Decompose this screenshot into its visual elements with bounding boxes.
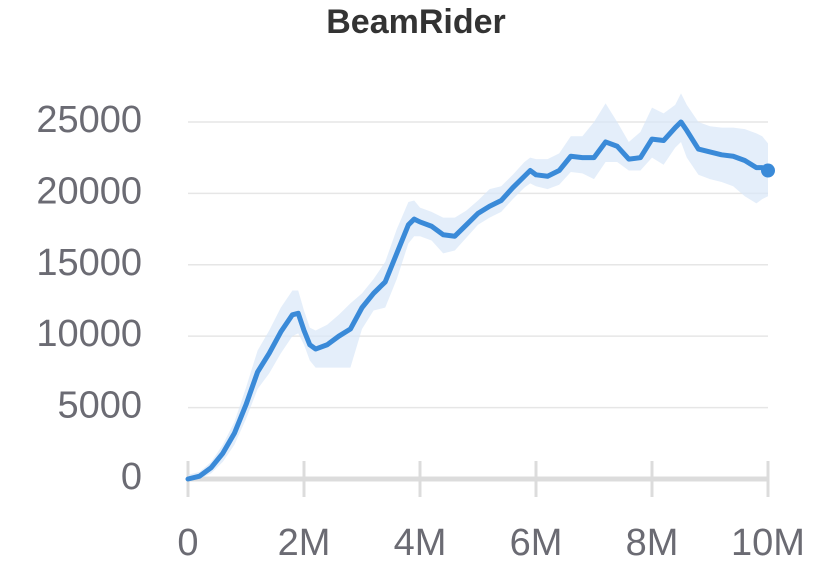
x-tick-label: 2M [278,522,331,564]
y-tick-label: 5000 [57,385,142,427]
line [185,119,771,482]
y-tick-label: 0 [121,456,142,498]
chart-title: BeamRider [326,3,506,41]
x-tick-label: 0 [177,522,198,564]
y-tick-label: 10000 [36,313,142,355]
y-tick-label: 15000 [36,242,142,284]
x-tick-label: 8M [626,522,679,564]
y-tick-label: 25000 [36,99,142,141]
x-tick-label: 4M [394,522,447,564]
end-point [761,163,775,178]
x-tick-label: 10M [731,522,805,564]
confidence-band [188,93,768,480]
x-tick-label: 6M [510,522,563,564]
y-tick-label: 20000 [36,170,142,212]
